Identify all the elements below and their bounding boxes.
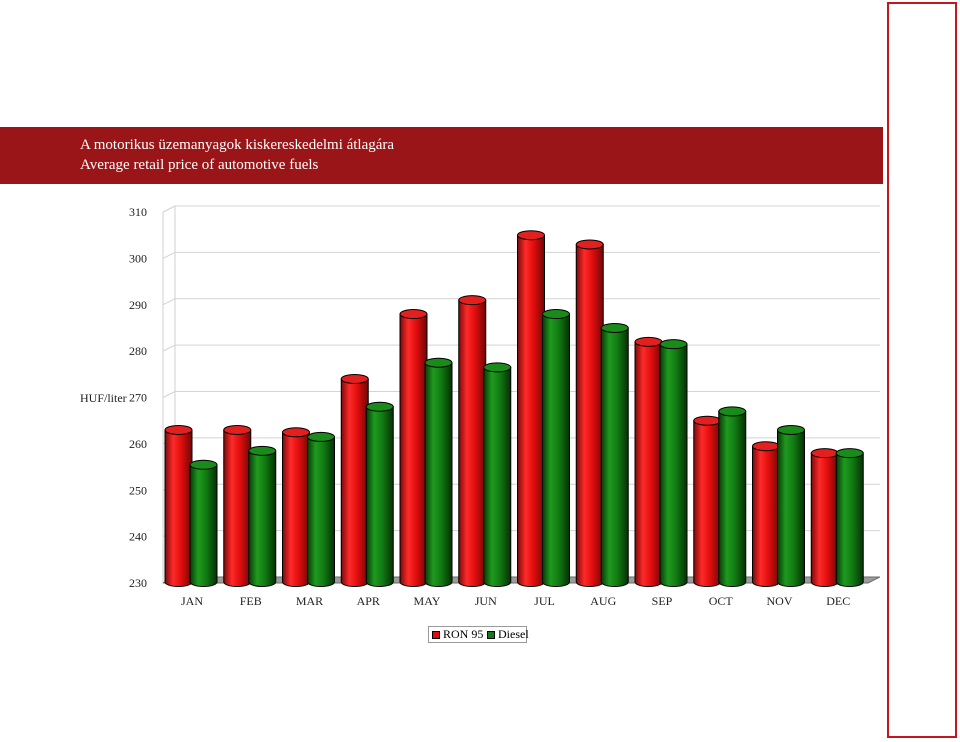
bar-ron95-oct [693,415,722,587]
chart-title-hungarian: A motorikus üzemanyagok kiskereskedelmi … [80,137,395,153]
gridline [162,298,880,306]
bar-diesel-oct [718,406,747,587]
bar-diesel-sep [659,339,688,587]
bar-diesel-aug [600,322,629,587]
bar-ron95-dec [810,448,839,587]
bar-diesel-jul [542,309,570,587]
y-tick-label: 300 [129,251,147,265]
bar-diesel-may [424,357,453,587]
legend: RON 95 Diesel [428,626,529,643]
y-axis-label: HUF/liter [80,391,127,405]
x-tick-label: APR [357,594,380,608]
bar-diesel-apr [365,401,394,587]
y-tick-label: 240 [129,530,147,544]
bar-ron95-apr [340,373,369,587]
bar-ron95-jun [458,295,487,587]
gridline [162,205,880,213]
y-tick-label: 260 [129,437,147,451]
legend-label-diesel: Diesel [498,627,529,641]
x-tick-label: FEB [240,594,262,608]
bar-diesel-jan [189,459,218,587]
x-tick-label: JUN [475,594,497,608]
y-tick-label: 270 [129,391,147,405]
x-tick-label: NOV [767,594,793,608]
x-tick-label: JAN [181,594,203,608]
bar-diesel-jun [483,362,512,587]
bar-chart: 230 240 250 260 270 280 290 300 310 JAN FEB MAR APR… [80,205,880,608]
y-tick-label: 250 [129,483,147,497]
x-tick-label: OCT [709,594,734,608]
legend-swatch-ron95 [432,631,440,639]
x-tick-label: MAY [414,594,441,608]
y-tick-label: 230 [129,576,147,590]
legend-label-ron95: RON 95 [443,627,484,641]
bar-ron95-aug [575,239,604,587]
y-tick-label: 310 [129,205,147,219]
page-frame [887,2,957,738]
bar-ron95-jul [517,230,545,587]
bar-diesel-dec [835,448,864,587]
x-tick-label: SEP [652,594,673,608]
y-tick-label: 290 [129,298,147,312]
bar-ron95-sep [634,336,663,587]
bar-ron95-may [399,309,428,587]
gridline [162,251,880,259]
x-tick-label: JUL [534,594,555,608]
bar-diesel-nov [777,424,805,587]
y-tick-label: 280 [129,344,147,358]
header-band [0,127,883,184]
bar-ron95-feb [223,424,252,587]
bar-diesel-mar [307,431,335,587]
chart-title-english: Average retail price of automotive fuels [80,157,319,173]
bar-ron95-mar [282,427,310,587]
bar-diesel-feb [248,445,277,587]
bar-ron95-jan [164,424,193,587]
x-tick-label: AUG [590,594,616,608]
bar-ron95-nov [752,441,780,587]
x-tick-label: DEC [826,594,850,608]
x-tick-label: MAR [296,594,323,608]
legend-swatch-diesel [487,631,495,639]
